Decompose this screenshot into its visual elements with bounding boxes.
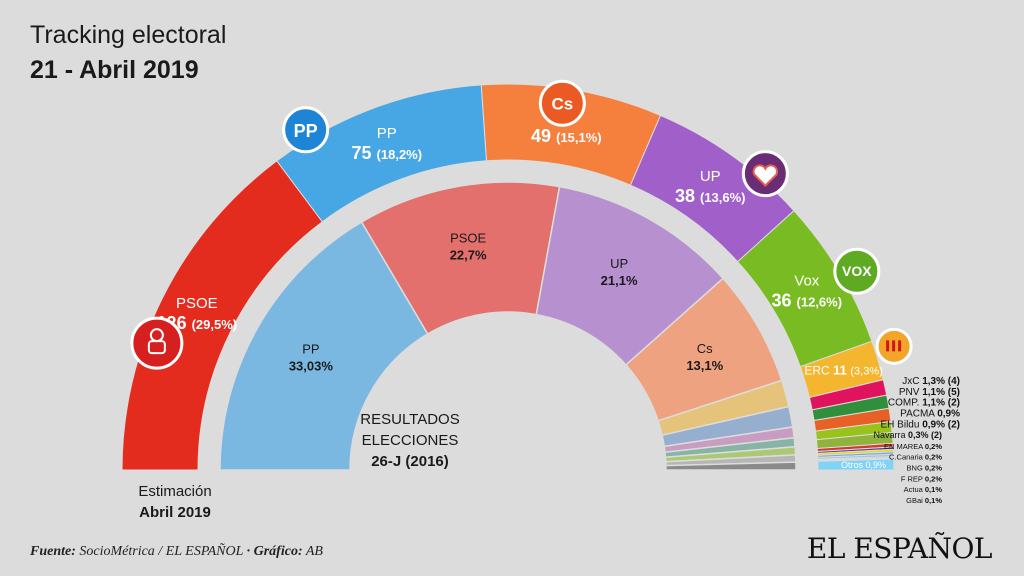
source-text: SocioMétrica / EL ESPAÑOL <box>79 544 244 559</box>
footer-source: Fuente: SocioMétrica / EL ESPAÑOL · Gráf… <box>30 544 323 560</box>
estimate-segment-otros <box>817 458 895 471</box>
estimate-caption-line-1: Estimación <box>138 483 211 500</box>
graphic-label: · Gráfico: <box>246 544 303 559</box>
estimate-label-value: 36 (12,6%) <box>772 291 843 311</box>
estimate-label-erc: ERC 11 (3,3%) <box>804 363 882 378</box>
vox-logo-text: VOX <box>842 263 872 279</box>
result-label-value: 13,1% <box>686 358 723 373</box>
results-caption-line-2: ELECCIONES <box>362 432 459 449</box>
result-label-name: UP <box>610 256 628 271</box>
graphic-text: AB <box>305 544 323 559</box>
pp-logo-text: PP <box>294 121 318 141</box>
estimate-label-name: PSOE <box>176 295 218 312</box>
legend-navarra: Navarra 0,3% (2) <box>873 430 942 440</box>
result-label-value: 33,03% <box>289 358 334 373</box>
results-caption-line-1: RESULTADOS <box>360 411 459 428</box>
legend-jxc: JxC 1,3% (4) <box>902 376 960 387</box>
result-label-name: PSOE <box>450 231 486 246</box>
cs-logo-text: Cs <box>551 94 573 113</box>
estimate-label-value: 75 (18,2%) <box>352 143 423 163</box>
legend-pacma: PACMA 0,9% <box>900 408 960 419</box>
estimate-label-name: Vox <box>794 273 820 290</box>
results-caption-line-3: 26-J (2016) <box>371 453 449 470</box>
chart-subtitle: 21 - Abril 2019 <box>30 56 199 84</box>
legend-comp: COMP. 1,1% (2) <box>888 398 960 409</box>
legend-actua: Actua 0,1% <box>904 485 943 494</box>
heart-logo-icon <box>741 150 789 198</box>
legend-f-rep: F REP 0,2% <box>901 474 942 483</box>
estimate-label-otros: Otros 0,9% <box>841 460 886 470</box>
legend-eh-bildu: EH Bildu 0,9% (2) <box>881 419 960 430</box>
result-label-value: 22,7% <box>450 248 487 263</box>
pp-logo-icon: PP <box>282 106 330 154</box>
legend-en-marea: EN MAREA 0,2% <box>884 442 942 451</box>
chart-title: Tracking electoral <box>30 21 227 49</box>
legend-pnv: PNV 1,1% (5) <box>899 387 960 398</box>
estimate-caption-line-2: Abril 2019 <box>139 504 211 521</box>
erc-logo-icon <box>875 327 913 365</box>
result-label-name: PP <box>302 341 319 356</box>
brand-logo: EL ESPAÑOL <box>806 532 993 565</box>
result-segment-minor <box>665 461 797 471</box>
legend-c-canaria: C.Canaria 0,2% <box>889 453 942 462</box>
estimate-label-name: PP <box>377 125 397 142</box>
cs-logo-icon: Cs <box>538 79 586 127</box>
rose-fist-icon <box>130 316 184 370</box>
estimate-label-value: 38 (13,6%) <box>675 186 746 206</box>
legend-gbai: GBai 0,1% <box>906 496 942 505</box>
estimate-label-name: UP <box>700 168 721 185</box>
result-label-name: Cs <box>697 341 713 356</box>
legend-bng: BNG 0,2% <box>907 464 943 473</box>
source-label: Fuente: <box>30 544 76 559</box>
vox-logo-icon: VOX <box>833 247 881 295</box>
result-label-value: 21,1% <box>601 273 638 288</box>
result-segment-pp <box>219 220 429 471</box>
estimate-label-value: 49 (15,1%) <box>531 126 602 146</box>
